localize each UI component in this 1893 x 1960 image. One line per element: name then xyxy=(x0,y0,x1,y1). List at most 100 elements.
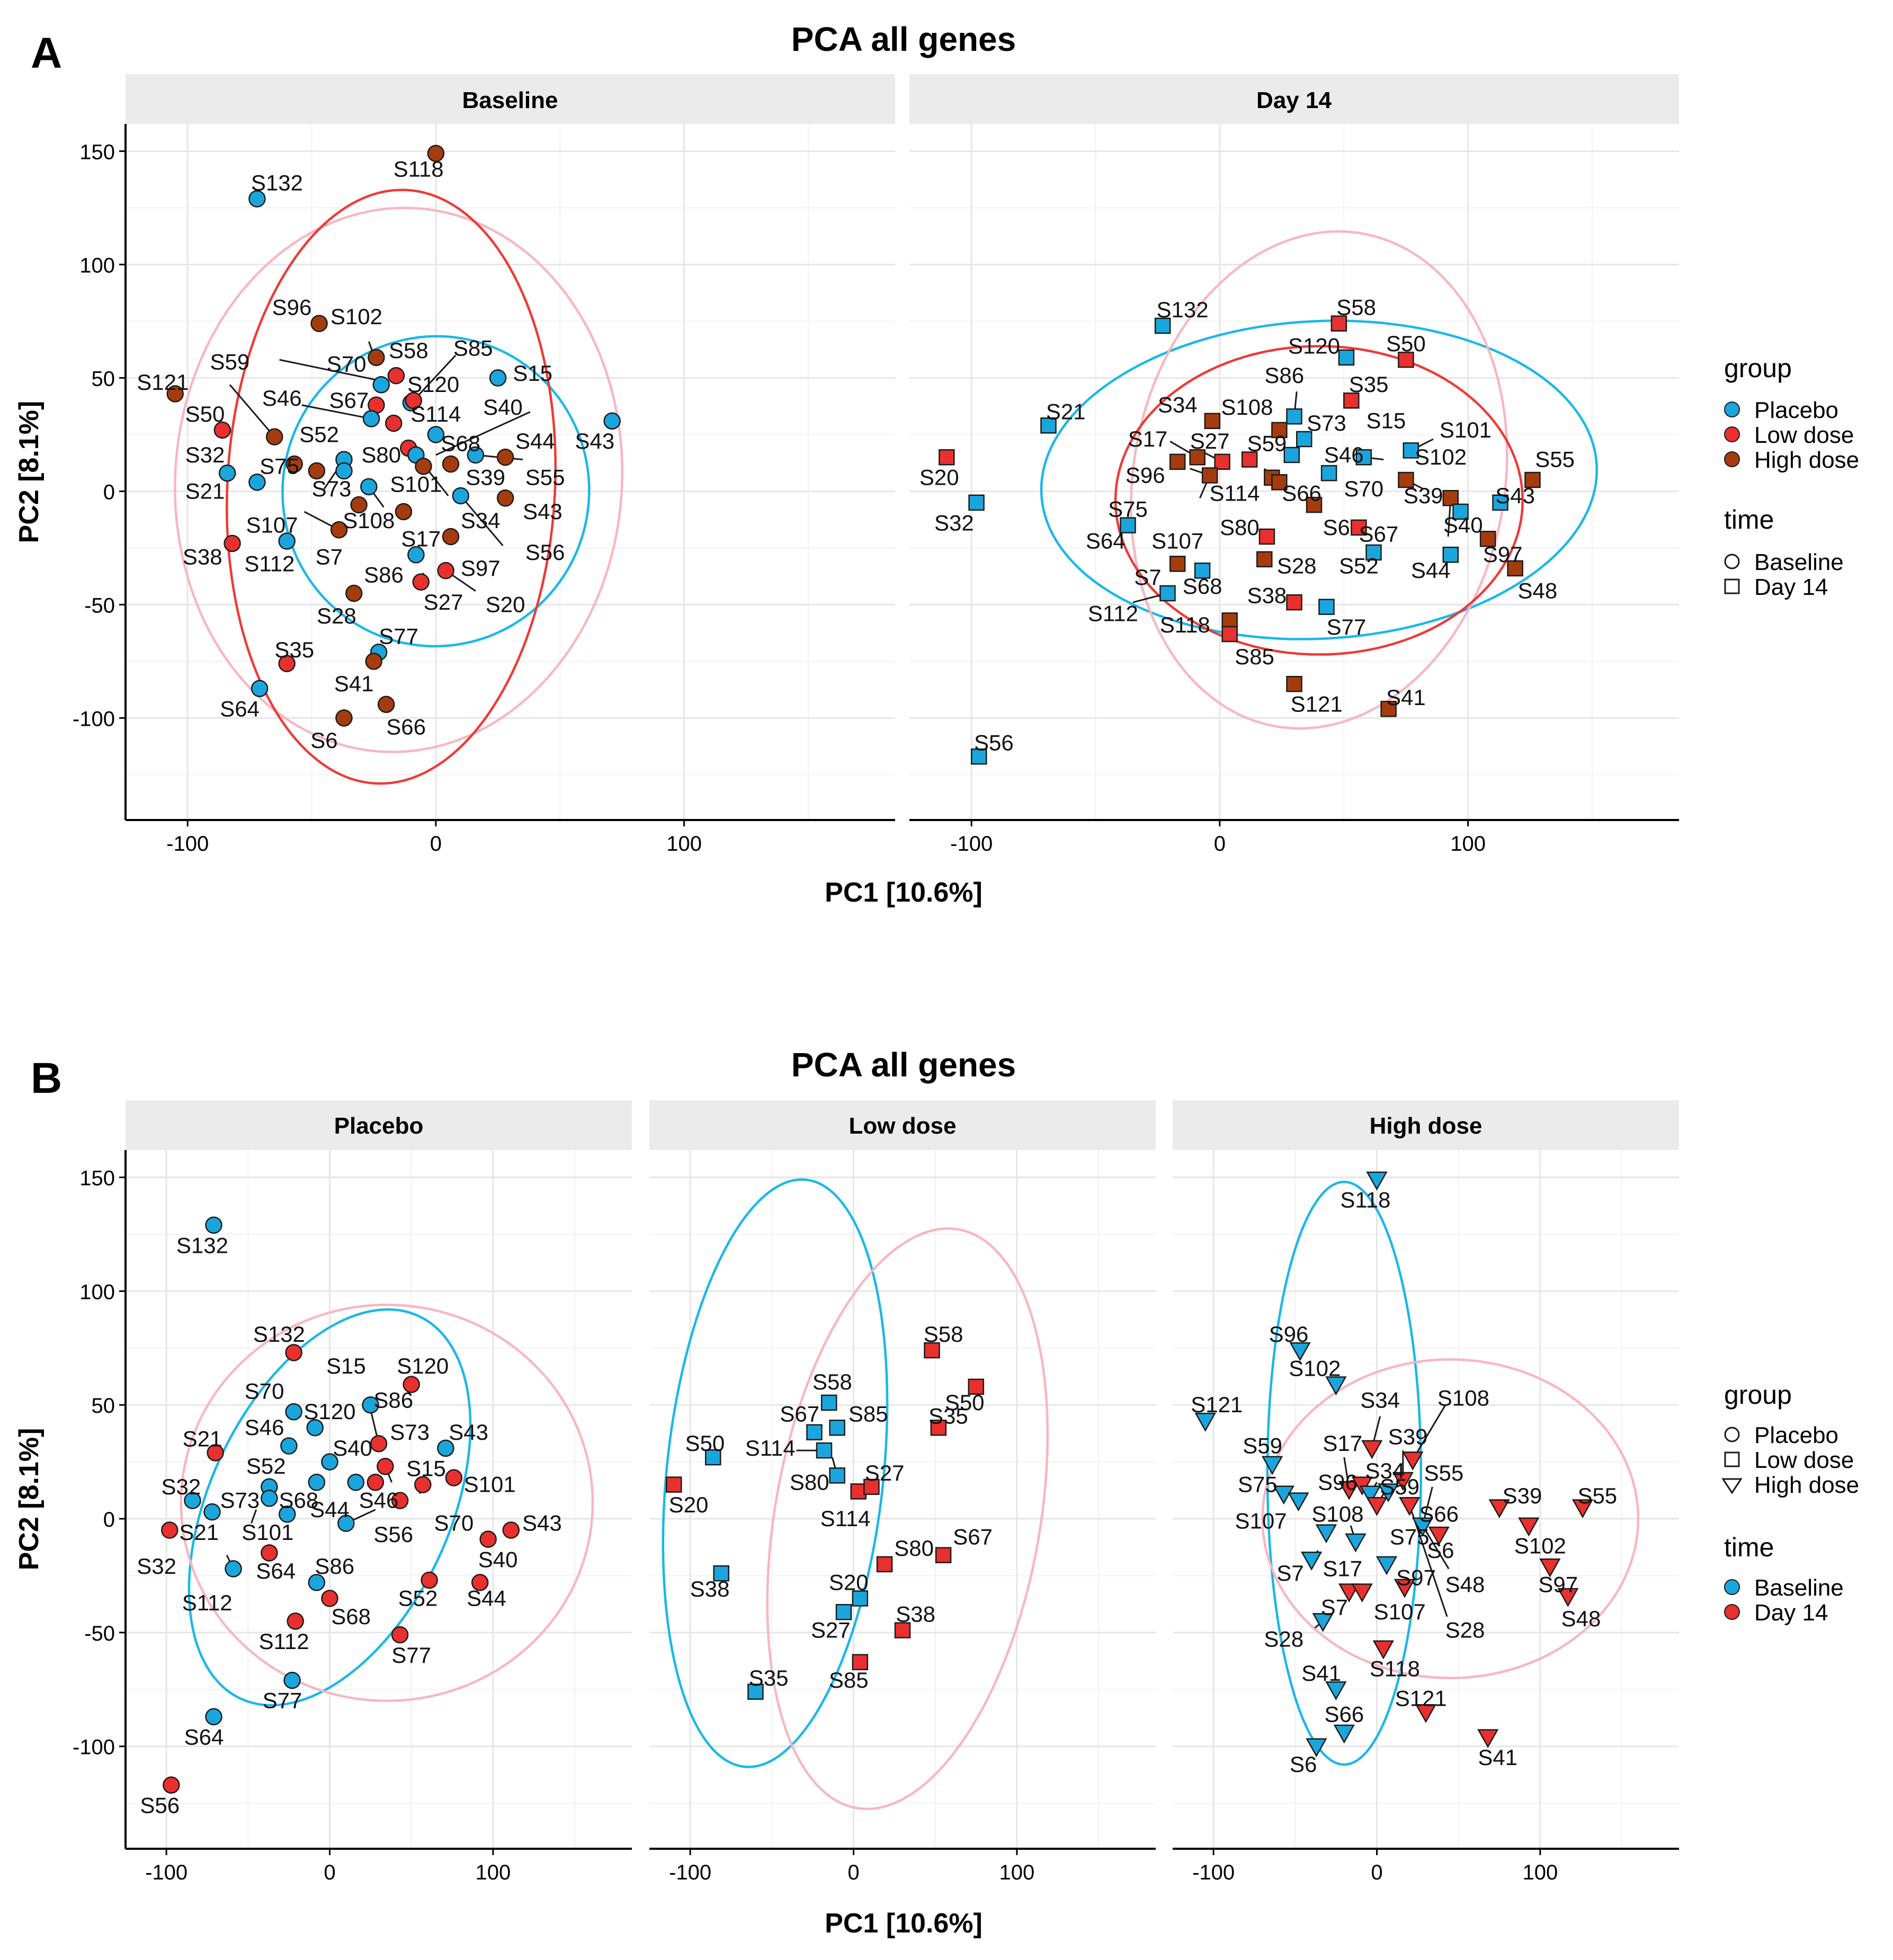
point-label: S55 xyxy=(1424,1460,1464,1485)
y-axis-label-b: PC2 [8.1%] xyxy=(14,1428,44,1571)
data-point-s96 xyxy=(1289,1342,1311,1361)
confidence-ellipse xyxy=(662,1178,889,1768)
point-label: S86 xyxy=(364,563,404,587)
point-label: S15 xyxy=(406,1456,446,1481)
x-tick-label: -100 xyxy=(166,832,209,856)
data-point-s27 xyxy=(1214,453,1230,470)
data-point-s67 xyxy=(806,1424,823,1441)
data-point-s17 xyxy=(1351,1583,1373,1603)
confidence-ellipse xyxy=(1266,1180,1422,1766)
point-label: S107 xyxy=(1151,529,1203,554)
data-point-s32 xyxy=(218,464,236,482)
data-point-s68 xyxy=(321,1590,338,1607)
data-point-s38 xyxy=(1286,594,1302,611)
data-point-s7 xyxy=(1159,585,1176,602)
point-label: S35 xyxy=(274,637,314,662)
x-tick-label: 0 xyxy=(1214,832,1226,856)
data-point-s43 xyxy=(1492,494,1508,511)
point-label: S27 xyxy=(811,1618,851,1643)
point-label: S55 xyxy=(525,465,565,490)
point-label: S44 xyxy=(1411,558,1451,583)
data-point-s46 xyxy=(362,410,380,427)
point-label: S41 xyxy=(334,671,374,696)
point-label: S112 xyxy=(182,1590,233,1615)
legend-b-day14-swatch xyxy=(1724,1604,1740,1620)
data-point-s41 xyxy=(365,653,382,670)
point-label: S121 xyxy=(137,370,189,395)
facet-strip-highdose xyxy=(1173,1100,1679,1150)
data-point-s77 xyxy=(1318,599,1335,615)
point-label: S21 xyxy=(1046,399,1086,424)
label-leader-line xyxy=(279,359,389,384)
legend-a-highdose-label: High dose xyxy=(1754,447,1859,473)
point-label: S70 xyxy=(434,1511,474,1536)
point-label: S6 xyxy=(1323,515,1350,540)
point-label: S101 xyxy=(242,1520,293,1545)
point-label: S52 xyxy=(398,1585,438,1610)
y-tick-label: 0 xyxy=(103,1508,115,1531)
data-point-s66 xyxy=(1412,1517,1433,1537)
data-point-s112 xyxy=(225,1560,242,1578)
point-label: S28 xyxy=(1445,1618,1485,1643)
x-axis-label-b: PC1 [10.6%] xyxy=(825,1908,983,1939)
data-point-s21 xyxy=(248,474,266,491)
point-label: S6 xyxy=(1427,1538,1454,1563)
point-label: S132 xyxy=(176,1233,228,1258)
data-point-s73 xyxy=(377,1457,394,1475)
y-tick-label: 150 xyxy=(79,140,115,164)
point-label: S35 xyxy=(928,1404,968,1429)
point-label: S114 xyxy=(410,402,461,426)
point-label: S108 xyxy=(1437,1385,1489,1410)
legend-a-baseline-label: Baseline xyxy=(1754,549,1844,575)
facet-title-highdose: High dose xyxy=(1370,1113,1483,1139)
data-point-s97 xyxy=(1376,1556,1398,1575)
data-point-s102 xyxy=(1398,471,1414,488)
data-point-s7 xyxy=(1300,1552,1323,1571)
point-label: S38 xyxy=(690,1576,730,1601)
data-point-s73 xyxy=(261,1490,278,1507)
point-label: S75 xyxy=(260,453,299,478)
data-point-s21 xyxy=(203,1503,221,1521)
point-label: S20 xyxy=(669,1492,709,1517)
point-label: S118 xyxy=(1370,1656,1420,1681)
point-label: S39 xyxy=(466,465,505,490)
data-point-s97 xyxy=(1479,531,1496,547)
point-label: S39 xyxy=(1503,1483,1542,1508)
point-label: S85 xyxy=(453,336,493,361)
data-point-s59 xyxy=(1261,1456,1283,1475)
point-label: S40 xyxy=(478,1547,518,1572)
point-label: S66 xyxy=(1282,481,1321,506)
point-label: S17 xyxy=(1323,1556,1362,1581)
data-point-s40 xyxy=(427,426,445,443)
data-point-s17 xyxy=(395,503,413,521)
data-point-s43 xyxy=(502,1521,520,1539)
point-label: S17 xyxy=(1128,426,1168,451)
data-point-s39 xyxy=(1442,489,1459,506)
data-point-s66 xyxy=(1271,474,1288,491)
data-point-s77 xyxy=(283,1671,301,1689)
data-point-s20 xyxy=(666,1476,682,1493)
legend-a-lowdose-swatch xyxy=(1724,426,1740,442)
data-point-s132 xyxy=(1154,317,1171,334)
data-point-s44 xyxy=(347,1474,365,1491)
data-point-s121 xyxy=(1415,1704,1437,1723)
point-label: S56 xyxy=(140,1793,180,1818)
data-point-s96 xyxy=(1201,467,1218,484)
data-point-s40 xyxy=(479,1530,497,1548)
data-point-s114 xyxy=(385,414,403,432)
y-tick-label: 50 xyxy=(92,367,115,390)
point-label: S15 xyxy=(1367,408,1406,433)
data-point-s46 xyxy=(1283,447,1300,464)
point-label: S20 xyxy=(486,592,525,617)
legend-a-lowdose-label: Low dose xyxy=(1754,422,1854,448)
legend-b-day14-label: Day 14 xyxy=(1754,1600,1828,1626)
data-point-s28 xyxy=(1312,1613,1334,1632)
point-label: S85 xyxy=(1235,644,1274,669)
point-label: S40 xyxy=(483,395,523,420)
data-point-s17 xyxy=(1169,453,1186,470)
data-point-s55 xyxy=(1524,471,1541,488)
data-point-s101 xyxy=(445,1469,463,1486)
data-point-s70 xyxy=(285,1403,302,1421)
x-tick-label: 0 xyxy=(1371,1861,1382,1884)
point-label: S107 xyxy=(246,513,298,538)
